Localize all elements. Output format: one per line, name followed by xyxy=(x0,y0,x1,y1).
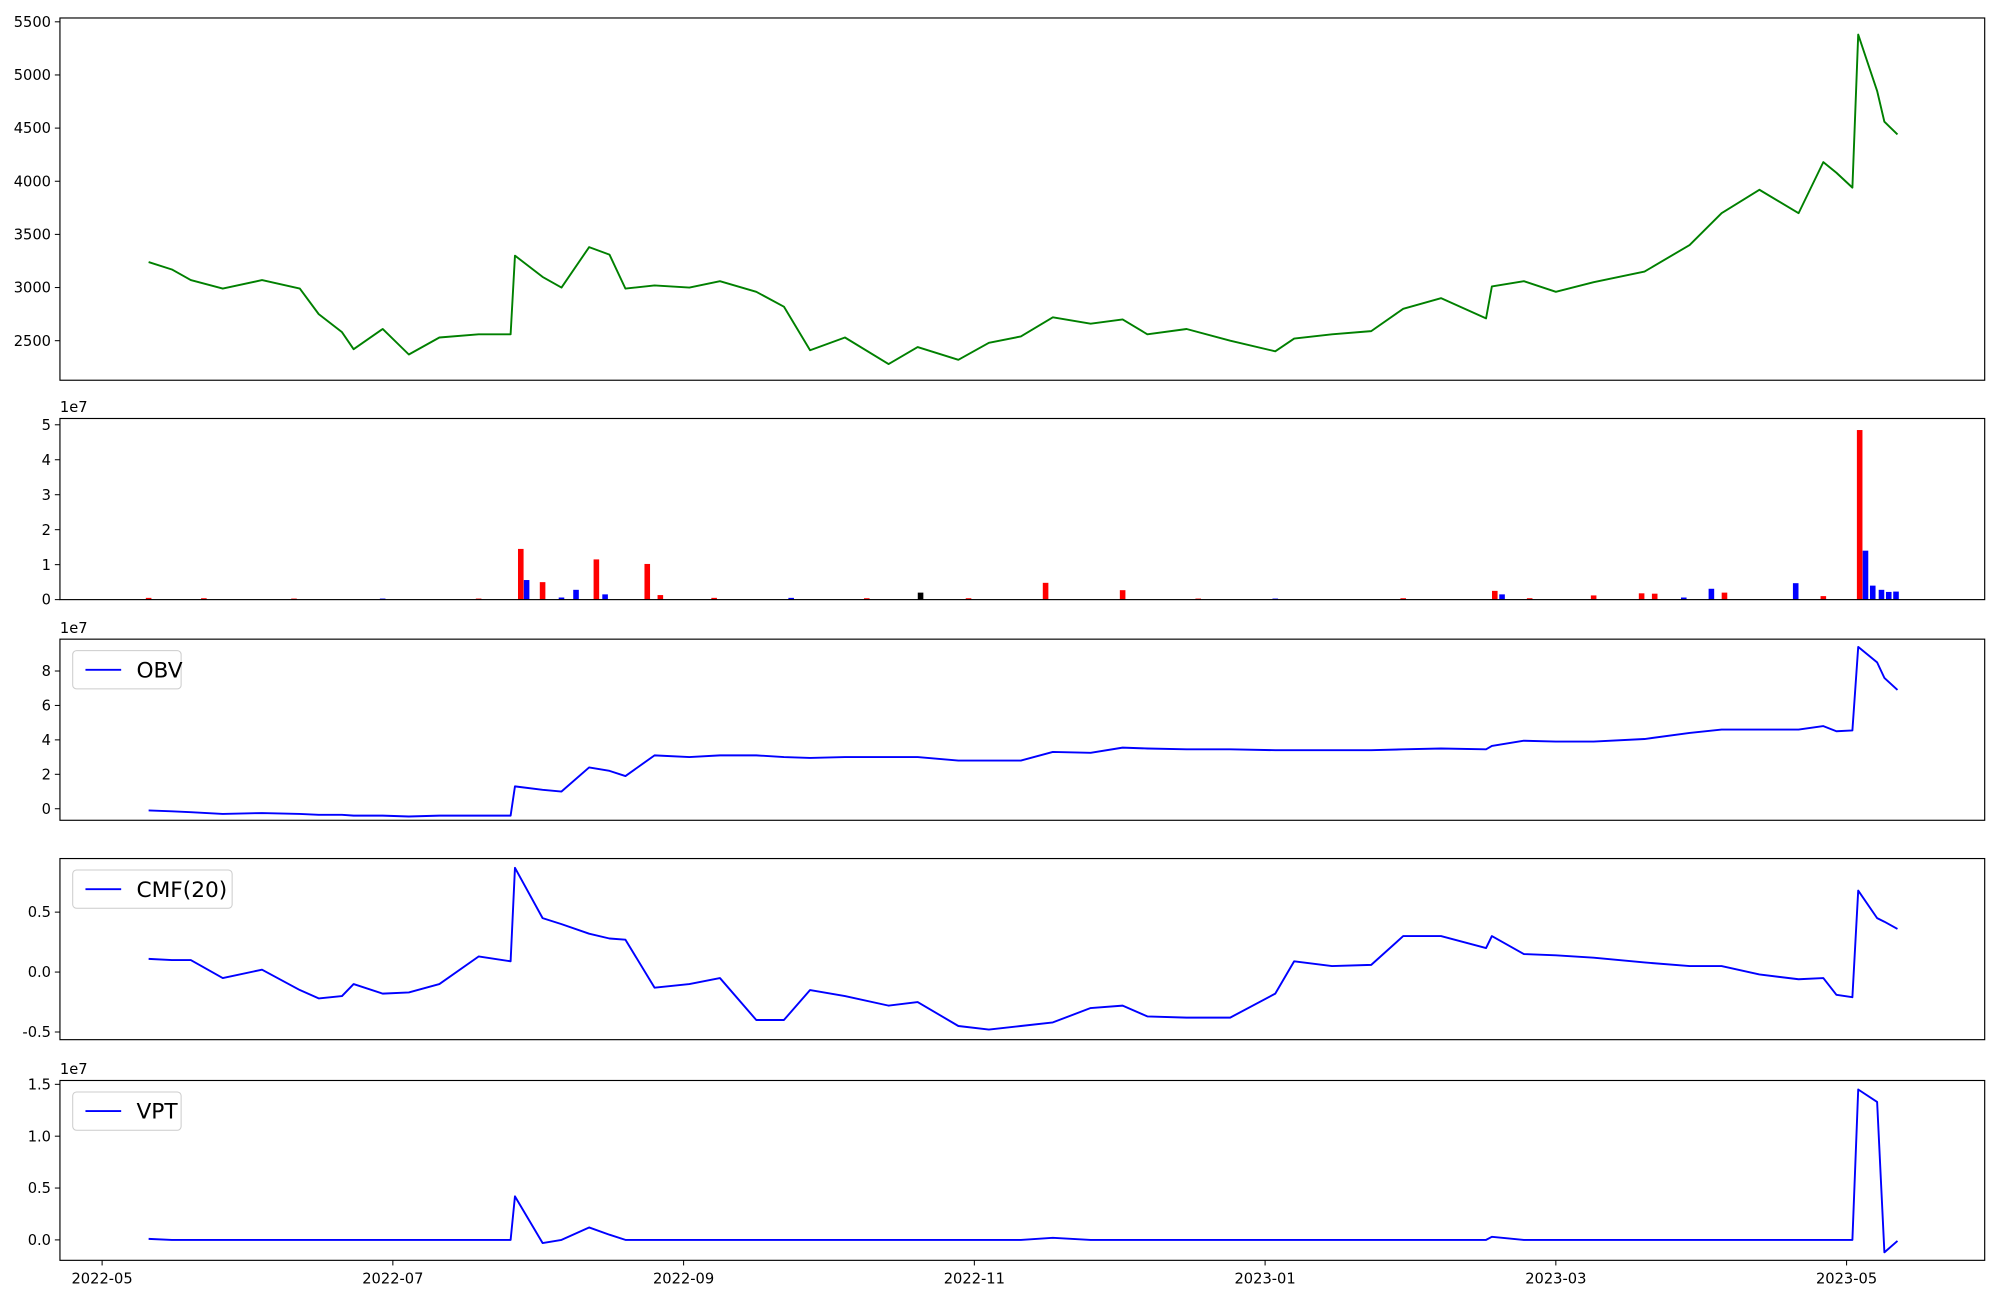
volume-bar xyxy=(788,597,794,600)
volume-bar xyxy=(1862,550,1869,600)
offset-label: 1e7 xyxy=(60,620,88,637)
line xyxy=(148,33,1899,366)
volume-bar xyxy=(1526,598,1533,600)
y-tick-label: 4500 xyxy=(14,120,51,137)
volume-bar xyxy=(1680,597,1687,600)
y-tick-label: 5000 xyxy=(14,67,51,84)
volume-bar xyxy=(711,597,717,600)
legend-label: OBV xyxy=(136,658,182,683)
y-tick-label: 3 xyxy=(42,487,51,504)
y-tick-label: 1.0 xyxy=(28,1128,51,1145)
volume-bar xyxy=(602,594,608,600)
x-tick-label: 2022-07 xyxy=(362,1270,423,1287)
y-tick-label: 0.0 xyxy=(28,1232,51,1249)
volume-bar xyxy=(1820,596,1827,600)
line xyxy=(148,866,1898,1031)
volume-bar xyxy=(1856,430,1863,600)
volume-bar xyxy=(145,597,152,600)
y-tick-label: 2500 xyxy=(14,333,51,350)
y-tick-label: 0.5 xyxy=(28,1180,51,1197)
x-tick-label: 2023-01 xyxy=(1234,1270,1295,1287)
volume-bar xyxy=(1651,593,1658,600)
volume-bar xyxy=(1042,582,1049,600)
x-tick-label: 2023-03 xyxy=(1525,1270,1586,1287)
volume-bar xyxy=(539,582,546,600)
volume-bar xyxy=(1721,592,1728,600)
panel-frame xyxy=(59,1079,1986,1261)
line xyxy=(148,1088,1899,1254)
volume-bar xyxy=(965,598,972,600)
y-tick-label: 0.5 xyxy=(28,904,51,921)
panel-frame xyxy=(59,17,1986,381)
y-tick-label: 1.5 xyxy=(28,1076,51,1093)
volume-bar xyxy=(1878,589,1885,600)
legend-box xyxy=(72,650,182,690)
y-tick-label: 2 xyxy=(42,522,51,539)
x-tick-label: 2022-05 xyxy=(71,1270,132,1287)
volume-bar xyxy=(644,563,651,600)
y-tick-label: 3500 xyxy=(14,226,51,243)
y-tick-label: 5500 xyxy=(14,14,51,31)
volume-bar xyxy=(517,548,524,600)
volume-bar xyxy=(1499,594,1505,600)
panel-frame xyxy=(59,417,1986,601)
volume-bar xyxy=(1708,588,1715,600)
volume-bar xyxy=(863,598,870,600)
offset-label: 1e7 xyxy=(60,399,88,416)
y-tick-label: 5 xyxy=(42,417,51,434)
panel-frame xyxy=(59,857,1986,1041)
line xyxy=(148,645,1899,818)
x-tick-label: 2022-09 xyxy=(653,1270,714,1287)
y-tick-label: 0 xyxy=(42,801,51,818)
volume-bar xyxy=(1885,591,1892,600)
legend-box xyxy=(72,1091,182,1131)
panel-frame xyxy=(59,638,1986,821)
y-tick-label: 6 xyxy=(42,698,51,715)
volume-bar xyxy=(657,595,664,600)
legend-label: VPT xyxy=(136,1100,178,1125)
x-tick-label: 2023-05 xyxy=(1816,1270,1877,1287)
legend-label: CMF(20) xyxy=(136,878,227,903)
volume-bar xyxy=(573,589,579,600)
volume-bar xyxy=(1491,590,1498,600)
volume-bar xyxy=(1400,598,1406,600)
offset-label: 1e7 xyxy=(60,1061,88,1078)
volume-bar xyxy=(1792,583,1799,600)
volume-bar xyxy=(1590,595,1597,600)
volume-bar xyxy=(201,598,207,600)
volume-bar xyxy=(1119,590,1126,600)
volume-bar xyxy=(558,597,565,600)
y-tick-label: 0 xyxy=(42,592,51,609)
y-tick-label: 4 xyxy=(42,732,51,749)
x-tick-label: 2022-11 xyxy=(944,1270,1005,1287)
y-tick-label: 0.0 xyxy=(28,964,51,981)
volume-bar xyxy=(1893,591,1899,600)
volume-bar xyxy=(523,580,530,600)
legend-box xyxy=(72,869,233,909)
y-tick-label: -0.5 xyxy=(22,1024,51,1041)
y-tick-label: 2 xyxy=(42,766,51,783)
y-tick-label: 8 xyxy=(42,663,51,680)
volume-bar xyxy=(1869,585,1876,600)
y-tick-label: 1 xyxy=(42,557,51,574)
volume-bar xyxy=(1638,593,1645,600)
y-tick-label: 4000 xyxy=(14,173,51,190)
volume-bar xyxy=(917,592,924,600)
y-tick-label: 4 xyxy=(42,452,51,469)
volume-bar xyxy=(593,559,600,600)
y-tick-label: 3000 xyxy=(14,280,51,297)
